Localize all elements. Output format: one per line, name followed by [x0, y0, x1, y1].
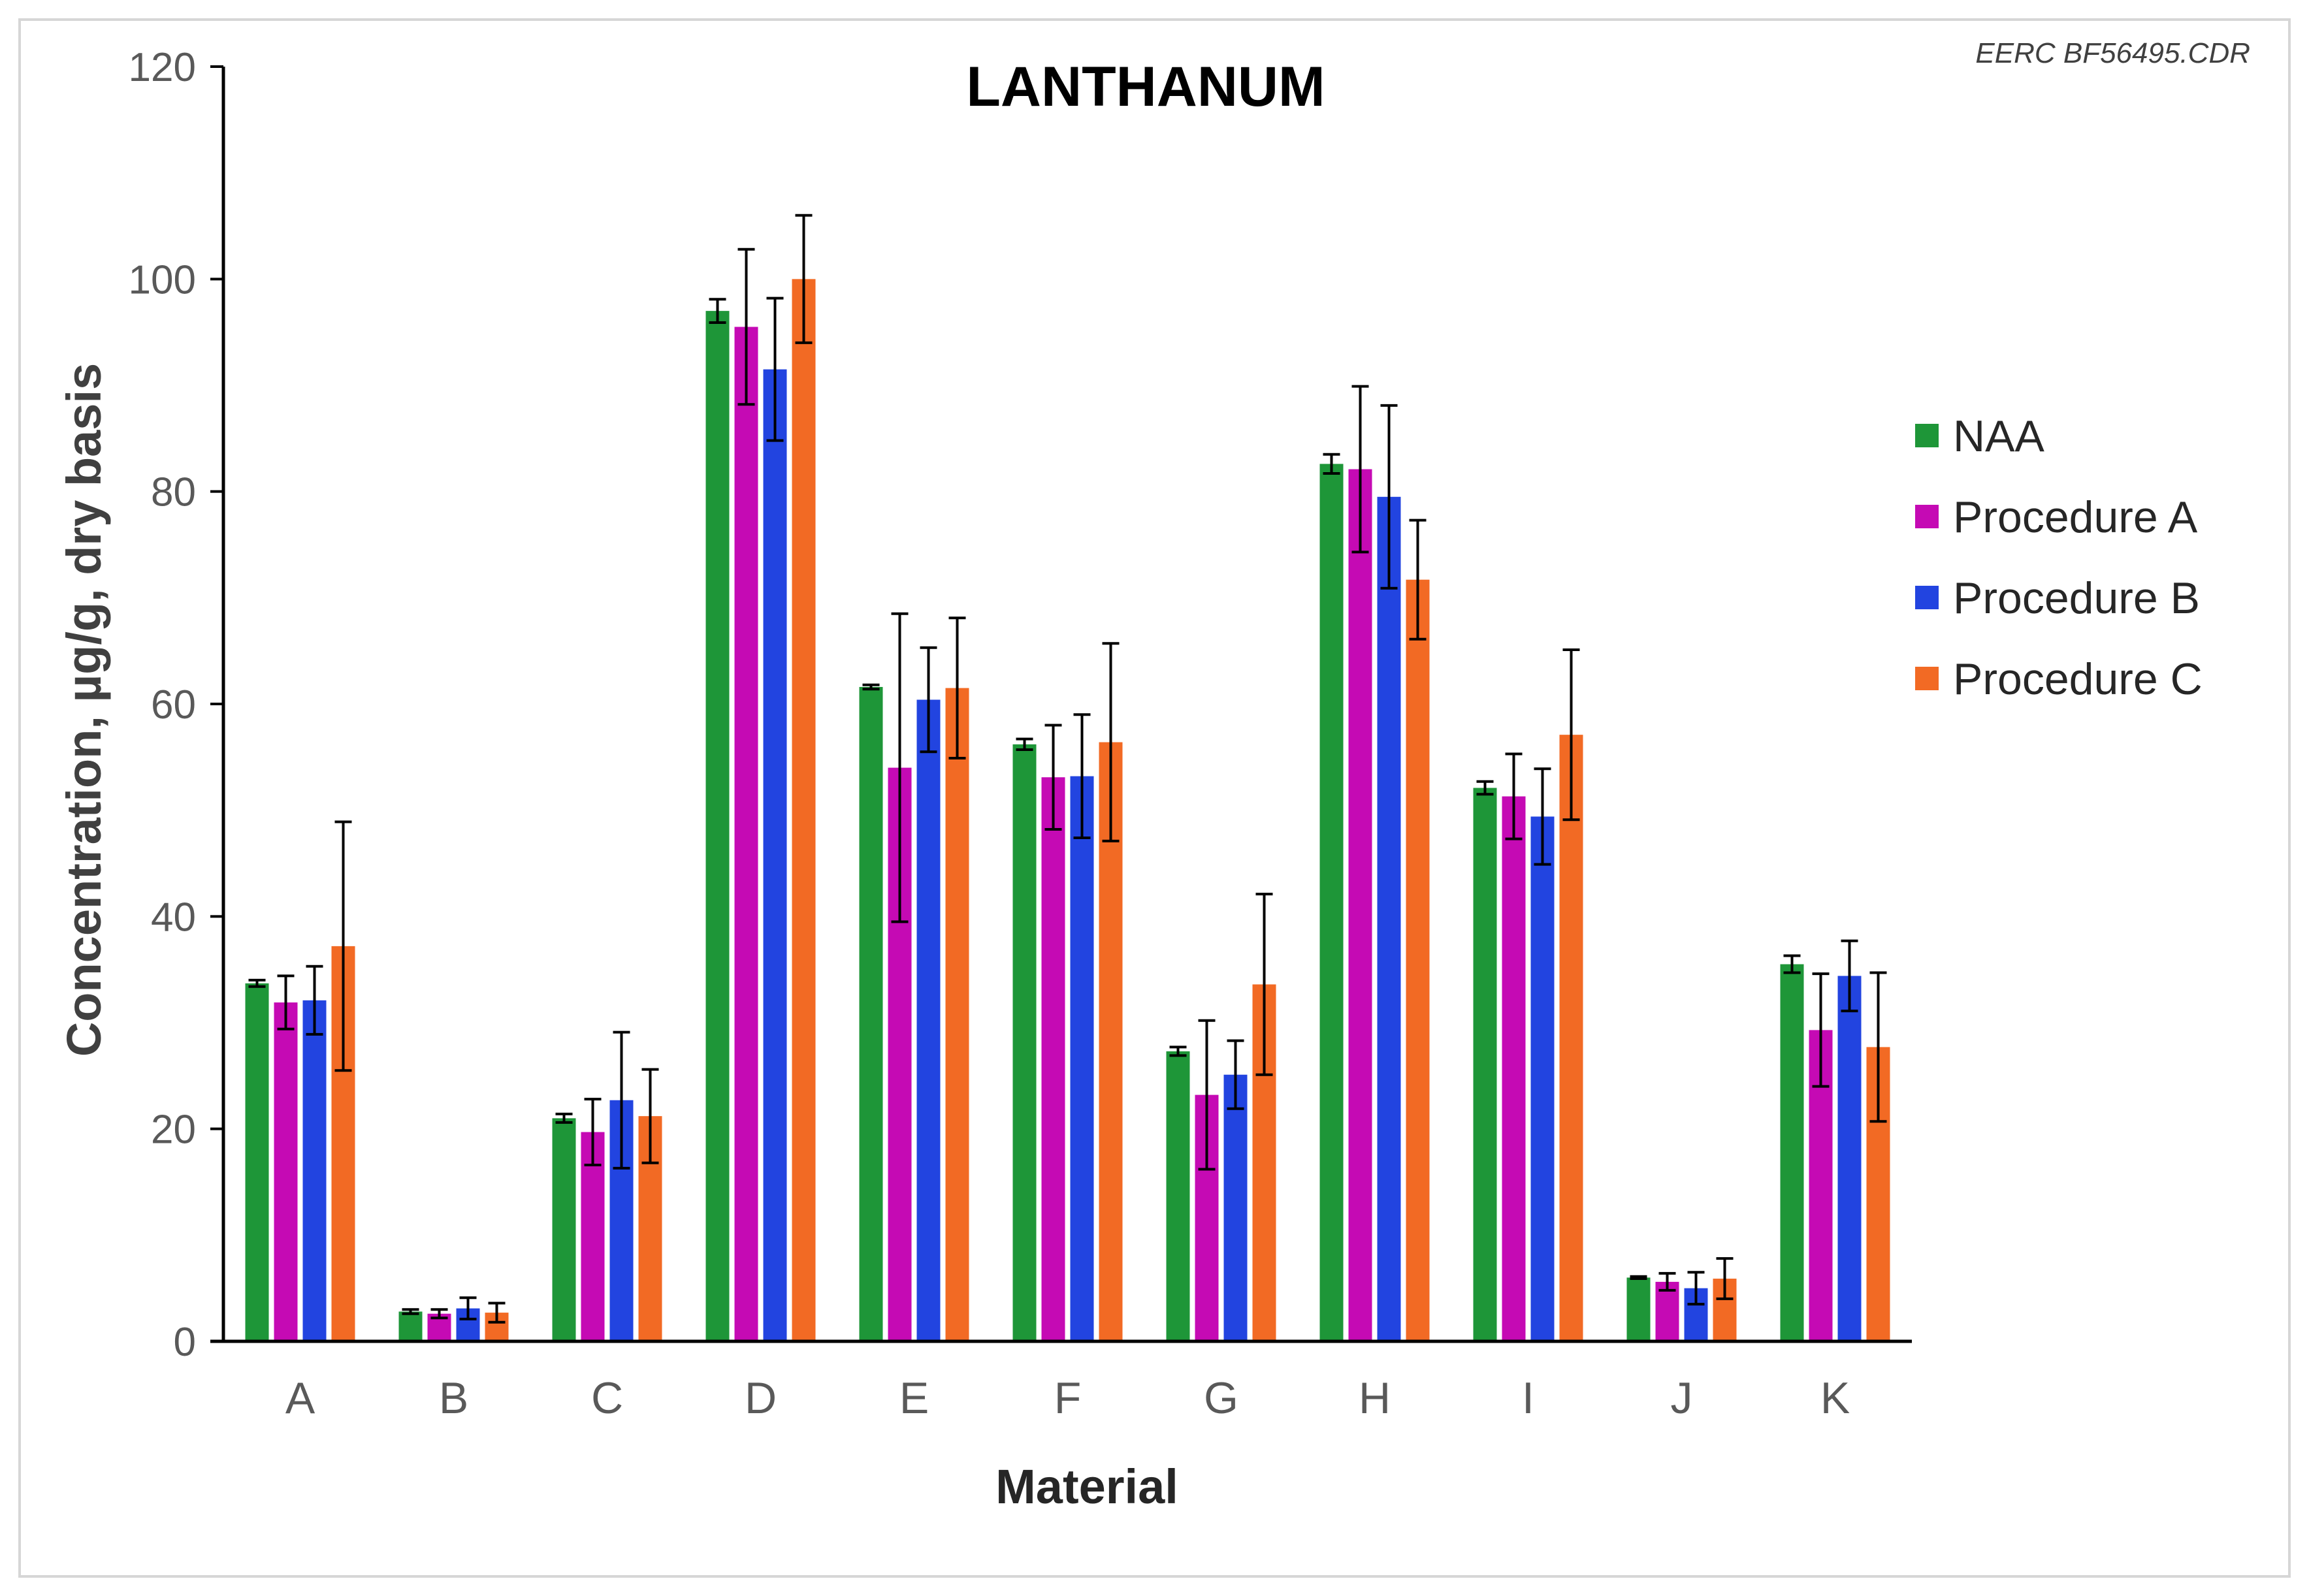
- bar-naa-b: [398, 1311, 423, 1341]
- y-tick-label: 120: [129, 45, 196, 90]
- legend-swatch-procedure-a: [1915, 505, 1939, 528]
- x-tick-label: B: [439, 1373, 468, 1423]
- x-axis-label: Material: [995, 1460, 1178, 1514]
- bar-procedure-a-j: [1655, 1281, 1679, 1341]
- y-tick-label: 20: [151, 1108, 196, 1153]
- bar-naa-i: [1473, 788, 1497, 1341]
- bar-procedure-b-a: [302, 1000, 327, 1341]
- bar-procedure-a-a: [274, 1002, 298, 1341]
- y-axis-label: Concentration, µg/g, dry basis: [57, 363, 111, 1057]
- bar-procedure-a-i: [1502, 796, 1526, 1341]
- x-tick-label: I: [1522, 1373, 1534, 1423]
- x-tick-label: E: [899, 1373, 929, 1423]
- chart-title: LANTHANUM: [966, 56, 1325, 118]
- bar-procedure-b-g: [1223, 1074, 1248, 1341]
- x-tick-label: D: [745, 1373, 777, 1423]
- bar-procedure-b-i: [1530, 816, 1555, 1341]
- bar-procedure-a-h: [1348, 469, 1372, 1342]
- bar-naa-f: [1012, 744, 1037, 1341]
- bar-procedure-c-d: [792, 279, 816, 1341]
- bar-procedure-a-f: [1041, 777, 1065, 1341]
- bar-naa-g: [1166, 1051, 1190, 1341]
- legend-swatch-naa: [1915, 424, 1939, 447]
- bar-procedure-b-d: [763, 369, 787, 1341]
- bar-procedure-b-h: [1377, 496, 1401, 1341]
- y-tick-label: 0: [174, 1320, 196, 1365]
- bar-procedure-b-e: [916, 699, 941, 1341]
- figure-credit: EERC BF56495.CDR: [1975, 37, 2250, 69]
- legend-label-procedure-a: Procedure A: [1953, 492, 2198, 542]
- bar-naa-k: [1780, 964, 1804, 1341]
- bar-naa-h: [1319, 464, 1344, 1342]
- bar-procedure-a-c: [581, 1132, 605, 1341]
- plot-area: 0 20 40 60 80 100 120 A B C D E F G H I J K: [129, 45, 1912, 1423]
- bar-naa-a: [245, 983, 269, 1341]
- bar-chart: EERC BF56495.CDR LANTHANUM Concentration…: [57, 37, 2250, 1514]
- legend-label-procedure-c: Procedure C: [1953, 654, 2203, 704]
- x-tick-label: C: [591, 1373, 623, 1423]
- bar-naa-e: [859, 686, 883, 1341]
- x-tick-label: K: [1820, 1373, 1850, 1423]
- bar-naa-c: [552, 1118, 576, 1341]
- legend-swatch-procedure-c: [1915, 667, 1939, 690]
- x-tick-label: A: [285, 1373, 315, 1423]
- bar-naa-j: [1626, 1277, 1651, 1341]
- x-tick-label: H: [1359, 1373, 1391, 1423]
- bar-procedure-a-d: [734, 327, 758, 1341]
- legend: NAA Procedure A Procedure B Procedure C: [1915, 411, 2203, 704]
- bar-procedure-c-e: [945, 688, 969, 1341]
- legend-label-naa: NAA: [1953, 411, 2044, 461]
- y-tick-label: 100: [129, 257, 196, 302]
- x-tick-label: G: [1204, 1373, 1238, 1423]
- bar-naa-d: [705, 311, 730, 1342]
- y-tick-label: 60: [151, 682, 196, 727]
- legend-swatch-procedure-b: [1915, 586, 1939, 609]
- y-tick-label: 80: [151, 470, 196, 515]
- bar-procedure-c-i: [1559, 735, 1583, 1341]
- x-tick-label: J: [1671, 1373, 1693, 1423]
- bar-procedure-b-k: [1837, 976, 1862, 1341]
- x-tick-label: F: [1054, 1373, 1082, 1423]
- bar-procedure-b-f: [1070, 776, 1094, 1341]
- bar-procedure-c-h: [1406, 579, 1430, 1342]
- chart-frame: EERC BF56495.CDR LANTHANUM Concentration…: [18, 18, 2291, 1578]
- legend-label-procedure-b: Procedure B: [1953, 573, 2200, 623]
- y-tick-label: 40: [151, 895, 196, 940]
